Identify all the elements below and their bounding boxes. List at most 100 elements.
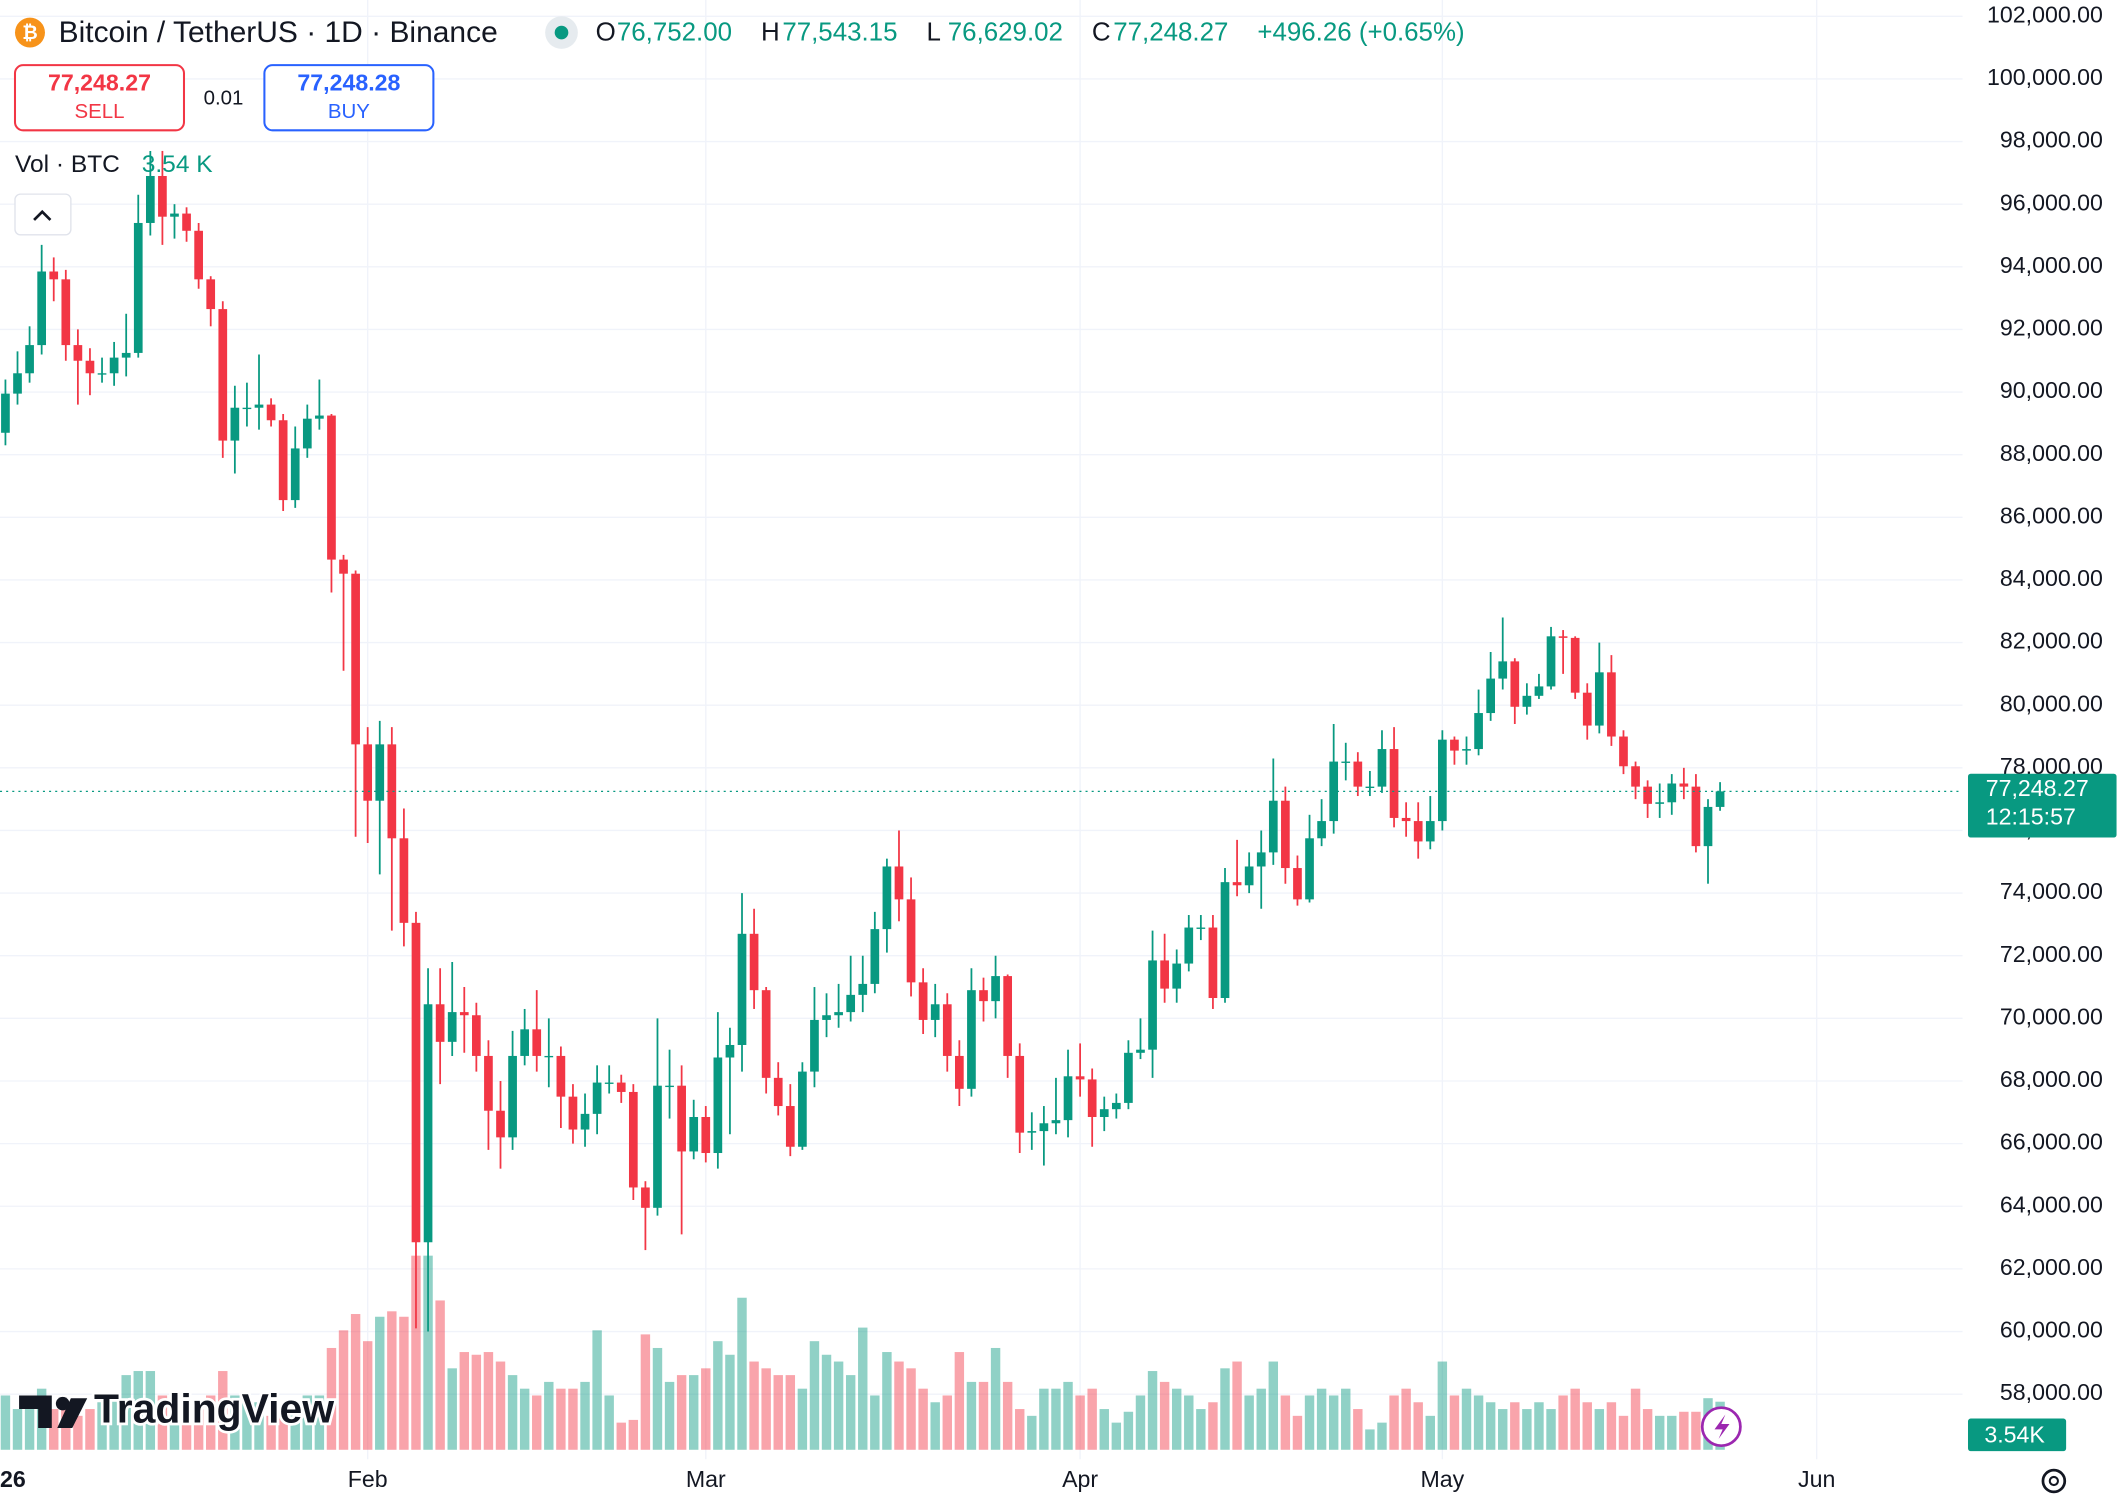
last-price-label: 77,248.27 — [1986, 775, 2089, 801]
candle-body — [1172, 963, 1182, 989]
candle-body — [1438, 739, 1447, 822]
settings-icon[interactable] — [2041, 1468, 2067, 1494]
volume-bar — [688, 1375, 699, 1450]
volume-axis-label: 3.54K — [1984, 1421, 2045, 1447]
candle-body — [1015, 1055, 1025, 1133]
volume-bar — [737, 1297, 747, 1450]
ohlc-key: L — [926, 19, 940, 47]
candle-body — [218, 309, 228, 441]
volume-bar — [1075, 1395, 1085, 1450]
volume-bar — [882, 1352, 892, 1450]
volume-bar — [230, 1395, 240, 1450]
volume-bar — [870, 1395, 880, 1450]
volume-bar — [1691, 1411, 1701, 1450]
volume-bar — [1244, 1395, 1254, 1450]
ohlc-value: 77,248.27 — [1113, 19, 1228, 47]
status-dot — [554, 25, 569, 40]
volume-bar — [580, 1381, 590, 1450]
candle-body — [520, 1029, 530, 1056]
candle-body — [37, 271, 47, 346]
buy-button[interactable] — [263, 64, 435, 132]
volume-label-box — [1967, 1418, 2067, 1452]
volume-bar — [713, 1341, 723, 1450]
settings-icon-core — [2048, 1475, 2059, 1487]
candle-body — [375, 744, 385, 801]
candle-body — [1715, 791, 1725, 807]
volume-bar — [1558, 1395, 1568, 1450]
volume-bar — [507, 1375, 518, 1450]
volume-bar — [1220, 1368, 1230, 1450]
volume-bar — [326, 1347, 337, 1450]
volume-bar — [1401, 1388, 1411, 1450]
volume-bar — [930, 1402, 940, 1450]
volume-bar — [145, 1371, 156, 1450]
candle-body — [327, 415, 336, 560]
volume-bar — [1461, 1388, 1472, 1450]
volume-bar — [809, 1341, 820, 1450]
volume-bar — [399, 1316, 409, 1450]
volume-bar — [495, 1361, 506, 1450]
volume-bar — [61, 1409, 71, 1450]
volume-bar — [556, 1388, 566, 1450]
candle-body — [496, 1110, 505, 1138]
candle-body — [846, 994, 856, 1013]
volume-bar — [1328, 1395, 1339, 1450]
candle-body — [1244, 866, 1254, 886]
candle-body — [1268, 800, 1278, 853]
volume-bar — [1232, 1361, 1242, 1450]
tradingview-logo: TradingView — [19, 1383, 337, 1434]
y-tick-label: 90,000.00 — [2000, 377, 2103, 403]
volume-bar — [1063, 1381, 1073, 1450]
volume-bar — [749, 1361, 759, 1450]
candle-body — [1099, 1109, 1109, 1118]
volume-bar — [375, 1316, 385, 1450]
candle-body — [1111, 1102, 1121, 1110]
volume-bar — [483, 1352, 494, 1450]
candle-body — [749, 933, 759, 991]
candle-body — [266, 404, 276, 421]
volume-bar — [858, 1327, 868, 1450]
volume-bar — [254, 1402, 264, 1450]
candle-body — [1546, 636, 1556, 687]
volume-bar — [1159, 1381, 1170, 1450]
volume-bar — [628, 1419, 639, 1450]
candle-body — [109, 357, 119, 374]
y-tick-label: 94,000.00 — [2000, 252, 2103, 278]
volume-bar — [1196, 1409, 1206, 1450]
volume-bar — [1389, 1395, 1399, 1450]
sell-button[interactable] — [13, 64, 186, 132]
ohlc-value: 76,752.00 — [617, 19, 732, 47]
candle-body — [810, 1019, 819, 1072]
candle-body — [1413, 821, 1423, 842]
x-tick-label: Feb — [348, 1466, 388, 1492]
ohlc-key: O — [596, 19, 616, 47]
candle-body — [484, 1055, 493, 1111]
y-tick-label: 100,000.00 — [1987, 64, 2103, 90]
volume-bar — [1425, 1415, 1435, 1450]
candle-body — [1003, 976, 1013, 1056]
candle-body — [49, 271, 59, 280]
volume-bar — [1051, 1388, 1061, 1450]
candle-body — [1655, 802, 1665, 804]
candle-body — [568, 1096, 578, 1130]
candle-body — [1450, 739, 1459, 751]
candle-body — [206, 279, 216, 310]
candle-body — [1027, 1131, 1037, 1133]
candle-body — [459, 1012, 469, 1016]
candle-body — [1075, 1076, 1085, 1080]
volume-bar — [1654, 1415, 1665, 1450]
collapse-button[interactable] — [14, 193, 72, 236]
y-tick-label: 70,000.00 — [2000, 1004, 2103, 1030]
volume-bar — [338, 1330, 349, 1450]
candle-body — [290, 448, 300, 501]
volume-bar — [1039, 1388, 1049, 1450]
candle-body — [1667, 783, 1677, 803]
volume-bar — [1510, 1402, 1520, 1450]
candle-body — [761, 990, 771, 1078]
candle-body — [121, 352, 131, 358]
candle-body — [955, 1055, 964, 1089]
ohlc-value: 77,543.15 — [782, 19, 897, 47]
volume-bar — [0, 1395, 11, 1450]
volume-bar — [990, 1347, 1001, 1450]
